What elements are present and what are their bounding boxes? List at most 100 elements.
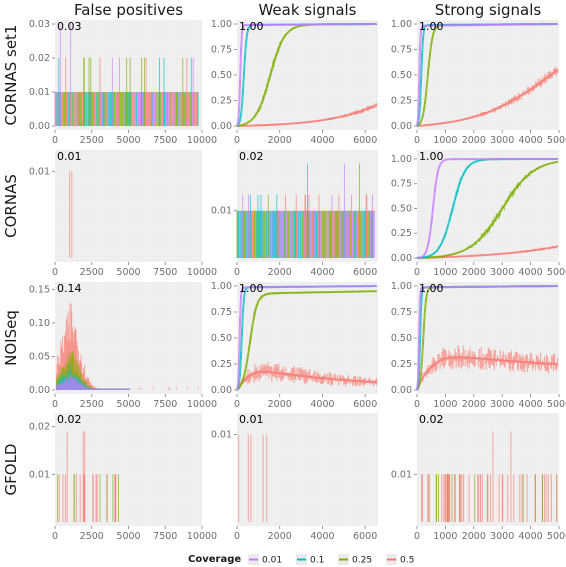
panel-max-label: 0.03: [57, 20, 82, 33]
x-tick-label: 2000: [268, 531, 292, 542]
x-tick-label: 4000: [310, 399, 334, 410]
panel-cornas-set1-strong-signals: 0 1000 2000 3000 4000 5000 0.00 0.25 0.50 0.75 1.0…: [391, 19, 566, 146]
y-tick-label: 0.01: [211, 206, 232, 217]
y-tick-label: 0.01: [29, 469, 50, 480]
panel-gfold-strong-signals: 0100020003000400050000.010.02: [391, 412, 566, 542]
x-tick-label: 2000: [268, 135, 292, 146]
y-tick-label: 0.02: [29, 53, 50, 64]
x-tick-label: 3000: [490, 267, 514, 278]
panel-max-label: 0.02: [239, 150, 264, 163]
x-tick-label: 2000: [462, 399, 486, 410]
x-tick-label: 6000: [353, 399, 377, 410]
panel-cornas-set1-weak-signals: 0 2000 4000 6000 0.00 0.25 0.50 0.75 1.00 1.00: [211, 19, 379, 146]
y-tick-label: 0.50: [211, 70, 232, 81]
y-tick-label: 0.10: [29, 318, 50, 329]
data-marks: [416, 23, 559, 127]
x-tick-label: 6000: [353, 135, 377, 146]
x-tick-label: 1000: [433, 135, 457, 146]
y-tick-label: 0.25: [391, 228, 412, 239]
panel-max-label: 1.00: [419, 282, 444, 295]
data-marks: [55, 302, 199, 390]
row-title: CORNAS: [2, 174, 20, 238]
series-line-0.5: [237, 104, 377, 127]
panel-background: [417, 20, 559, 130]
x-tick-label: 2500: [80, 267, 104, 278]
panel-max-label: 0.02: [57, 413, 82, 426]
x-tick-label: 2000: [268, 399, 292, 410]
y-tick-label: 0.50: [391, 333, 412, 344]
x-tick-label: 10000: [187, 531, 217, 542]
panel-noiseq-strong-signals: 0 1000 2000 3000 4000 5000 0.00 0.25 0.50 0.75 1.0…: [391, 281, 566, 410]
x-tick-label: 5000: [116, 267, 140, 278]
x-tick-label: 2000: [268, 267, 292, 278]
series-line-0.5: [416, 356, 558, 391]
x-tick-label: 2500: [80, 531, 104, 542]
data-marks: [236, 23, 378, 127]
x-tick-label: 0: [414, 135, 420, 146]
panel-noiseq-weak-signals: 0 2000 4000 6000 0.00 0.25 0.50 0.75 1.00 1.00: [211, 281, 379, 410]
y-tick-label: 0.05: [29, 351, 50, 362]
y-tick-label: 0.50: [391, 203, 412, 214]
x-tick-label: 1000: [433, 267, 457, 278]
x-tick-label: 4000: [519, 399, 543, 410]
x-tick-label: 5000: [547, 267, 566, 278]
x-tick-label: 5000: [547, 399, 566, 410]
x-tick-label: 0: [234, 399, 240, 410]
data-marks: [69, 171, 73, 258]
y-tick-label: 0.25: [391, 96, 412, 107]
column-title: False positives: [74, 1, 183, 19]
x-tick-label: 5000: [116, 399, 140, 410]
panel-max-label: 0.01: [57, 150, 82, 163]
panel-cornas-set1-false-positives: 0 2500 5000 7500 10000 0.00 0.01 0.02 0.03 0.03: [29, 19, 217, 146]
x-tick-label: 5000: [547, 135, 566, 146]
x-tick-label: 0: [234, 267, 240, 278]
panel-max-label: 1.00: [239, 20, 264, 33]
data-marks: [236, 163, 375, 258]
y-tick-label: 0.15: [29, 284, 50, 295]
y-tick-label: 1.00: [391, 19, 412, 30]
y-tick-label: 0.75: [211, 307, 232, 318]
panel-grid: [236, 19, 379, 130]
y-tick-label: 1.00: [391, 281, 412, 292]
row-title: NOISeq: [2, 310, 20, 366]
series-line-0.01: [416, 285, 558, 391]
x-tick-label: 7500: [153, 399, 177, 410]
panel-grid: [416, 149, 559, 262]
panel-grid: [236, 412, 379, 526]
panel-cornas-false-positives: 0 2500 5000 7500 10000 0.01 0.01: [29, 149, 217, 278]
x-tick-label: 2000: [462, 267, 486, 278]
x-tick-label: 3000: [490, 531, 514, 542]
series-line-0.25: [417, 160, 558, 259]
y-tick-label: 0.00: [391, 253, 412, 264]
panel-cornas-strong-signals: 0 1000 2000 3000 4000 5000 0.00 0.25 0.50 0.75 1.0…: [391, 149, 566, 278]
column-title: Strong signals: [435, 1, 542, 19]
x-tick-label: 0: [52, 399, 58, 410]
y-tick-label: 0.00: [391, 385, 412, 396]
panel-gfold-weak-signals: 0 2000 4000 6000 0.01 0.01: [211, 412, 379, 542]
panel-grid: [236, 281, 379, 394]
y-tick-label: 0.75: [391, 45, 412, 56]
panel-max-label: 1.00: [419, 20, 444, 33]
series-line-0.5: [236, 370, 377, 391]
x-tick-label: 0: [52, 267, 58, 278]
panel-grid: [416, 412, 559, 526]
x-tick-label: 0: [52, 531, 58, 542]
panel-gfold-false-positives: 0 2500 5000 7500 10000 0.01 0.02 0.02: [29, 412, 217, 542]
y-tick-label: 0.00: [391, 121, 412, 132]
x-tick-label: 0: [414, 267, 420, 278]
series-line-0.5: [416, 69, 559, 127]
y-tick-label: 0.50: [211, 333, 232, 344]
y-tick-label: 0.25: [211, 359, 232, 370]
x-tick-label: 10000: [187, 135, 217, 146]
x-tick-label: 6000: [353, 531, 377, 542]
x-tick-label: 0: [234, 531, 240, 542]
y-tick-label: 0.25: [211, 96, 232, 107]
data-marks: [54, 24, 199, 126]
y-tick-label: 0.75: [391, 307, 412, 318]
data-marks: [416, 285, 559, 391]
y-tick-label: 0.01: [29, 166, 50, 177]
y-tick-label: 1.00: [391, 154, 412, 165]
x-tick-label: 1000: [433, 399, 457, 410]
x-tick-label: 4000: [310, 531, 334, 542]
x-tick-label: 6000: [353, 267, 377, 278]
